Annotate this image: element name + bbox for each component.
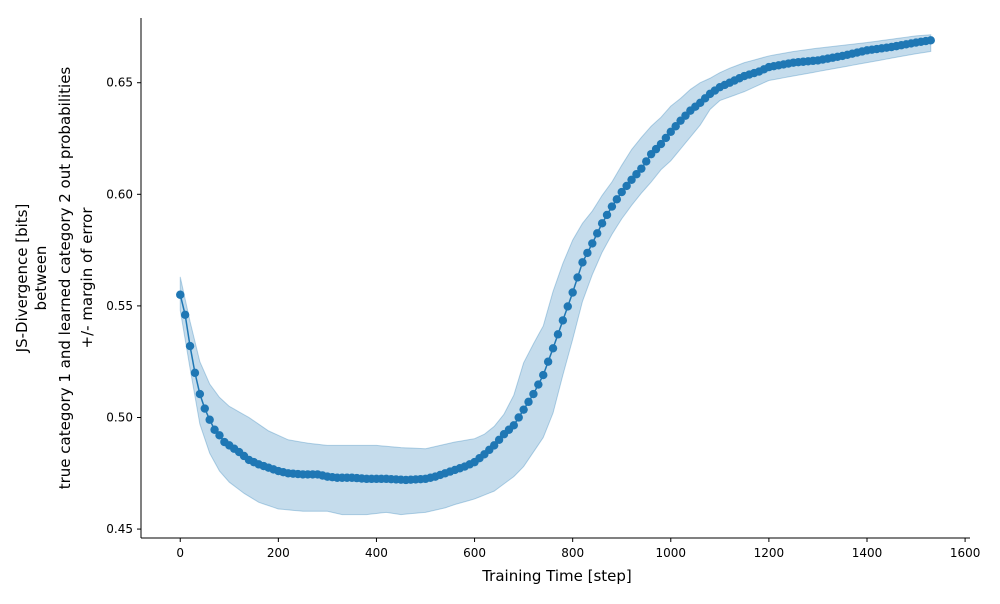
points-layer bbox=[176, 36, 935, 485]
y-tick-label: 0.50 bbox=[106, 410, 133, 424]
data-point bbox=[514, 413, 523, 422]
data-point bbox=[210, 425, 219, 434]
mean-line bbox=[179, 39, 931, 481]
data-point bbox=[519, 405, 528, 414]
x-tick-label: 800 bbox=[561, 546, 584, 560]
x-tick-label: 400 bbox=[365, 546, 388, 560]
data-point bbox=[602, 210, 612, 220]
data-point bbox=[543, 357, 553, 366]
data-point bbox=[494, 435, 504, 444]
x-tick-label: 1600 bbox=[950, 546, 981, 560]
data-point bbox=[568, 288, 577, 297]
data-point bbox=[195, 389, 205, 399]
confidence-band-layer bbox=[179, 34, 932, 516]
data-point bbox=[563, 302, 572, 311]
data-point bbox=[180, 310, 190, 320]
y-axis-label-line-3: true category 1 and learned category 2 o… bbox=[56, 67, 74, 490]
data-point bbox=[583, 248, 592, 258]
y-axis-label: JS-Divergence [bits] between true catego… bbox=[13, 67, 96, 490]
data-point bbox=[588, 239, 597, 248]
data-point bbox=[593, 229, 602, 238]
data-point bbox=[534, 380, 543, 389]
data-point bbox=[627, 175, 636, 184]
y-tick-label: 0.55 bbox=[106, 299, 133, 313]
data-point bbox=[529, 389, 538, 399]
data-point bbox=[553, 330, 563, 339]
data-point bbox=[632, 170, 641, 179]
data-point bbox=[548, 344, 558, 353]
x-tick-label: 200 bbox=[267, 546, 290, 560]
x-tick-label: 1200 bbox=[754, 546, 785, 560]
data-point bbox=[524, 397, 533, 407]
data-point bbox=[200, 404, 209, 413]
y-tick-label: 0.65 bbox=[106, 76, 133, 90]
data-point bbox=[205, 415, 214, 424]
data-point bbox=[573, 273, 582, 282]
y-tick-label: 0.45 bbox=[106, 522, 133, 536]
confidence-band bbox=[179, 34, 932, 516]
y-axis-label-line-2: between bbox=[32, 246, 50, 311]
data-point bbox=[558, 316, 568, 325]
data-point bbox=[185, 341, 195, 351]
x-tick-label: 1400 bbox=[852, 546, 883, 560]
data-point bbox=[661, 133, 671, 143]
y-axis-label-line-1: JS-Divergence [bits] bbox=[13, 204, 31, 354]
data-point bbox=[176, 290, 185, 299]
x-tick-label: 1000 bbox=[656, 546, 687, 560]
mean-line-layer bbox=[179, 39, 931, 481]
x-axis-label: Training Time [step] bbox=[481, 567, 632, 585]
data-point bbox=[509, 421, 518, 430]
x-ticks: 0 200 400 600 800 1000 1200 1400 1600 bbox=[176, 538, 980, 560]
data-point bbox=[642, 157, 651, 166]
data-point bbox=[637, 164, 646, 173]
y-axis-label-line-4: +/- margin of error bbox=[78, 207, 96, 349]
data-point bbox=[190, 368, 200, 378]
data-point bbox=[539, 370, 548, 380]
x-tick-label: 0 bbox=[176, 546, 184, 560]
y-tick-label: 0.60 bbox=[106, 187, 133, 201]
data-point bbox=[607, 202, 617, 211]
data-point bbox=[489, 441, 499, 450]
data-point bbox=[597, 219, 607, 228]
data-point bbox=[612, 195, 622, 204]
data-point bbox=[666, 127, 675, 137]
data-point bbox=[656, 139, 666, 149]
data-point bbox=[617, 187, 626, 197]
data-point bbox=[926, 36, 935, 45]
x-tick-label: 600 bbox=[463, 546, 486, 560]
y-ticks: 0.45 0.50 0.55 0.60 0.65 bbox=[106, 76, 141, 536]
data-point bbox=[622, 181, 631, 191]
data-point bbox=[671, 122, 680, 131]
data-point bbox=[578, 258, 587, 267]
data-point bbox=[215, 431, 224, 440]
